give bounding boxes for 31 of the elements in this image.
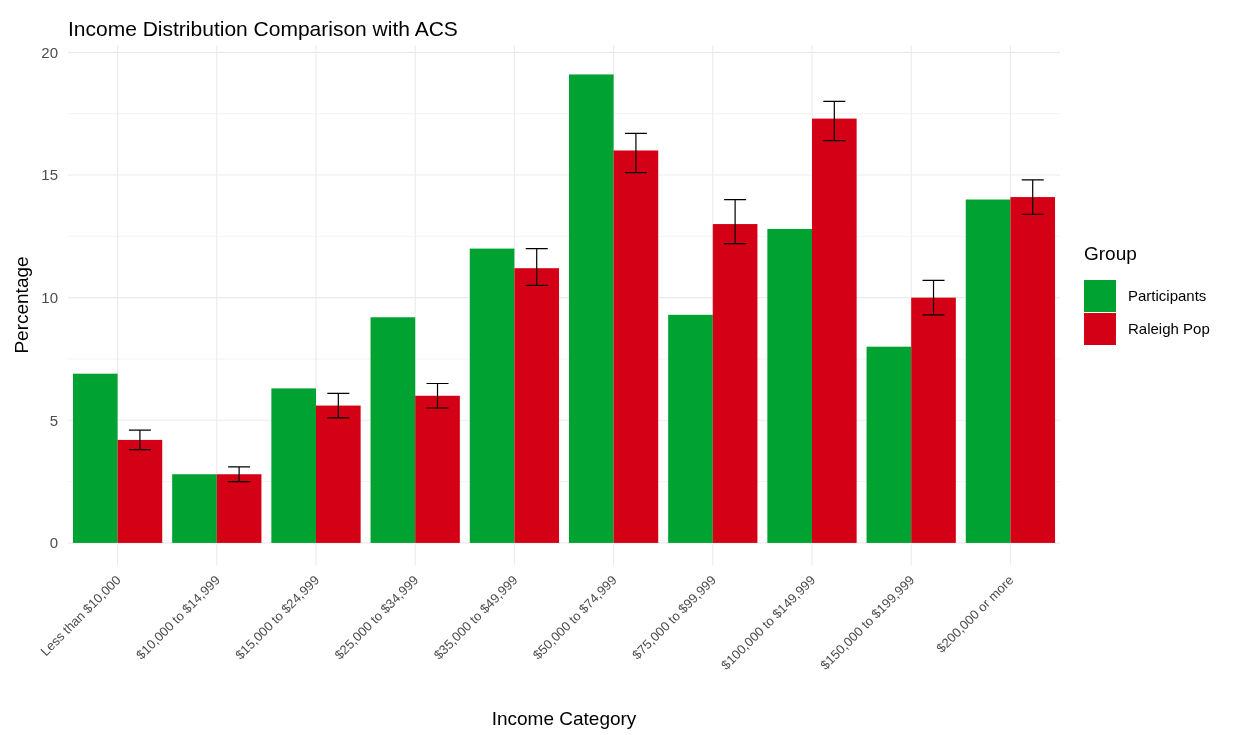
- bar: [316, 405, 361, 543]
- y-tick-label: 0: [49, 534, 58, 552]
- bar: [172, 474, 217, 543]
- bar: [415, 395, 460, 543]
- x-axis-title: Income Category: [491, 708, 637, 729]
- bar: [866, 346, 912, 543]
- y-tick-label: 15: [41, 166, 58, 184]
- bar: [117, 439, 163, 543]
- bar: [712, 224, 758, 543]
- legend-label: Raleigh Pop: [1128, 320, 1210, 338]
- bar: [911, 297, 956, 543]
- bar: [613, 150, 659, 543]
- chart-title: Income Distribution Comparison with ACS: [68, 17, 458, 40]
- bar: [72, 373, 118, 543]
- legend-label: Participants: [1128, 287, 1207, 305]
- legend-title: Group: [1084, 243, 1137, 264]
- bar: [668, 314, 713, 543]
- bar: [514, 268, 560, 543]
- bar: [767, 228, 812, 543]
- bar: [812, 118, 857, 543]
- bar: [370, 317, 416, 543]
- bar: [469, 248, 515, 543]
- y-axis-title: Percentage: [11, 256, 32, 354]
- bar: [216, 474, 262, 543]
- y-tick-label: 5: [49, 411, 58, 429]
- y-tick-label: 10: [41, 288, 58, 306]
- bar: [568, 74, 614, 543]
- y-tick-label: 20: [41, 43, 58, 61]
- bar: [271, 388, 316, 543]
- bar: [1010, 197, 1056, 543]
- bar: [965, 199, 1011, 543]
